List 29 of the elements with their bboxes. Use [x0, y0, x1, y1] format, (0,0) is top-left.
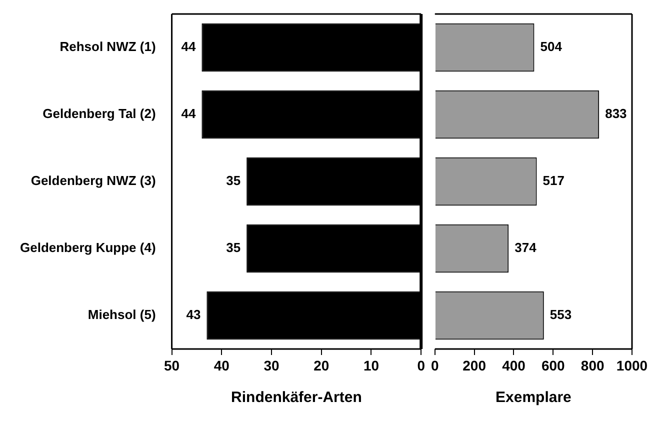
y-tick-label: Rehsol NWZ (1): [60, 39, 156, 54]
x-tick-label: 200: [462, 357, 486, 374]
data-label: 504: [540, 39, 563, 54]
y-tick-label: Geldenberg Tal (2): [42, 106, 156, 122]
y-tick-label: Geldenberg NWZ (3): [30, 173, 156, 188]
data-label: 35: [226, 240, 241, 256]
data-label: 517: [542, 173, 564, 188]
y-tick-label: Miehsol (5): [88, 307, 156, 322]
data-label: 43: [186, 307, 201, 322]
x-tick-label: 0: [430, 357, 439, 374]
x-tick-label: 800: [580, 357, 604, 374]
x-tick-label: 50: [164, 357, 180, 374]
x-tick-label: 10: [363, 357, 380, 374]
x-tick-label: 40: [214, 357, 230, 374]
data-label: 553: [550, 307, 572, 322]
x-axis-title: Exemplare: [496, 389, 572, 406]
data-label: 35: [226, 173, 241, 188]
data-label: 374: [514, 240, 538, 256]
x-tick-label: 1000: [616, 357, 648, 374]
x-tick-label: 0: [417, 357, 426, 374]
x-tick-label: 600: [541, 357, 566, 374]
data-label: 44: [181, 39, 196, 54]
x-axis-title: Rindenkäfer-Arten: [231, 389, 362, 406]
data-label: 833: [605, 106, 627, 122]
x-tick-label: 20: [314, 357, 330, 374]
data-label: 44: [181, 106, 196, 122]
y-tick-label: Geldenberg Kuppe (4): [20, 240, 156, 256]
x-tick-label: 400: [502, 357, 526, 374]
x-tick-label: 30: [264, 357, 280, 374]
